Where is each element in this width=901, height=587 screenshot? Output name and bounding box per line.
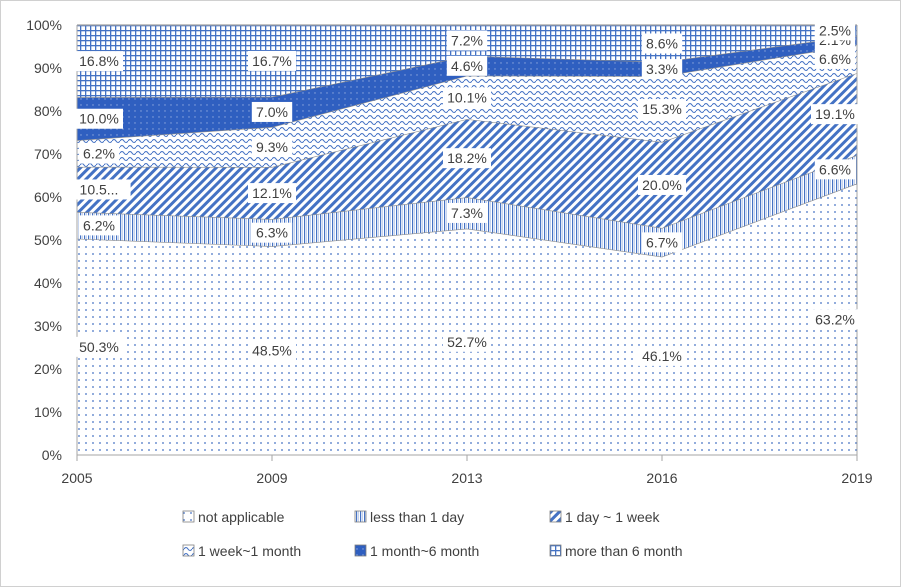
data-label: 2.5% [819,22,851,38]
area-not-applicable [77,183,857,456]
data-label-background [814,159,856,180]
data-label-background [251,101,293,122]
data-label-background [811,309,859,330]
data-label-background [248,183,296,204]
data-label-background [641,59,683,80]
data-label: 15.3% [642,101,682,117]
x-tick-label: 2005 [61,470,92,486]
data-label-background [446,55,488,76]
y-tick-label: 100% [26,17,62,33]
data-label-background [248,340,296,361]
y-tick-label: 50% [34,232,62,248]
data-label-background [75,51,123,72]
y-tick-label: 20% [34,361,62,377]
data-label: 46.1% [642,348,682,364]
legend-swatch [182,510,195,523]
y-tick-label: 60% [34,189,62,205]
legend-label: 1 week~1 month [198,543,301,559]
data-label: 6.2% [83,217,115,233]
data-label-background [638,174,686,195]
y-tick-label: 90% [34,60,62,76]
data-label: 63.2% [815,311,855,327]
data-label-background [811,104,859,125]
data-label: 7.3% [451,205,483,221]
legend-label: not applicable [198,509,285,525]
legend-swatch [354,510,367,523]
data-label: 18.2% [447,150,487,166]
data-label: 16.7% [252,53,292,69]
data-labels-layer: 50.3% 48.5% 52.7% 46.1% 63.2% 6.2% 6.3% 7.3% 6.7… [67,20,859,366]
y-tick-label: 40% [34,275,62,291]
legend-swatch [354,544,367,557]
data-label-background [443,87,491,108]
data-label-background [446,202,488,223]
y-tick-label: 0% [42,447,62,463]
data-label-background [251,222,293,243]
data-label-background [638,99,686,120]
legend-swatch [182,544,195,557]
data-label-background [443,331,491,352]
data-label: 12.1% [252,185,292,201]
x-tick-label: 2013 [451,470,482,486]
data-label-background [248,50,296,71]
data-label-background [75,336,123,357]
legend: not applicable less than 1 day 1 day ~ 1 w… [182,509,683,559]
data-label: 6.6% [819,161,851,177]
data-label-background [638,345,686,366]
data-label: 20.0% [642,177,682,193]
y-tick-label: 80% [34,103,62,119]
legend-swatch [549,544,562,557]
legend-label: less than 1 day [370,509,464,525]
y-tick-label: 70% [34,146,62,162]
data-label-background [641,33,683,54]
legend-label: 1 month~6 month [370,543,479,559]
data-label: 10.0% [79,111,119,127]
data-label: 10.5... [80,181,119,197]
x-tick-label: 2019 [841,470,872,486]
data-label-background [78,215,120,236]
data-label: 52.7% [447,334,487,350]
data-label: 4.6% [451,58,483,74]
data-label: 16.8% [79,53,119,69]
legend-label: 1 day ~ 1 week [565,509,661,525]
data-label-background [67,179,131,200]
data-label: 50.3% [79,339,119,355]
data-label: 6.7% [646,234,678,250]
data-label: 19.1% [815,106,855,122]
data-label: 48.5% [252,343,292,359]
legend-label: more than 6 month [565,543,683,559]
legend-swatch [549,510,562,523]
axis-layer: 0% 10% 20% 30% 40% 50% 60% 70% 80% 90% 100% 2005 200… [26,17,873,486]
data-label: 6.2% [83,146,115,162]
data-label: 9.3% [256,139,288,155]
data-label: 8.6% [646,35,678,51]
data-label-background [443,148,491,169]
x-tick-label: 2009 [256,470,287,486]
x-tick-label: 2016 [646,470,677,486]
y-tick-label: 30% [34,318,62,334]
data-label: 6.3% [256,225,288,241]
data-label-background [78,143,120,164]
data-label: 6.6% [819,51,851,67]
data-label-background [814,20,856,41]
y-tick-label: 10% [34,404,62,420]
data-label: 7.0% [256,104,288,120]
data-label-background [75,108,123,129]
data-label-background [251,137,293,158]
data-label: 3.3% [646,61,678,77]
data-label-background [641,232,683,253]
data-label-background [814,48,856,69]
data-label: 7.2% [451,32,483,48]
data-label-background [446,30,488,51]
data-label: 10.1% [447,89,487,105]
